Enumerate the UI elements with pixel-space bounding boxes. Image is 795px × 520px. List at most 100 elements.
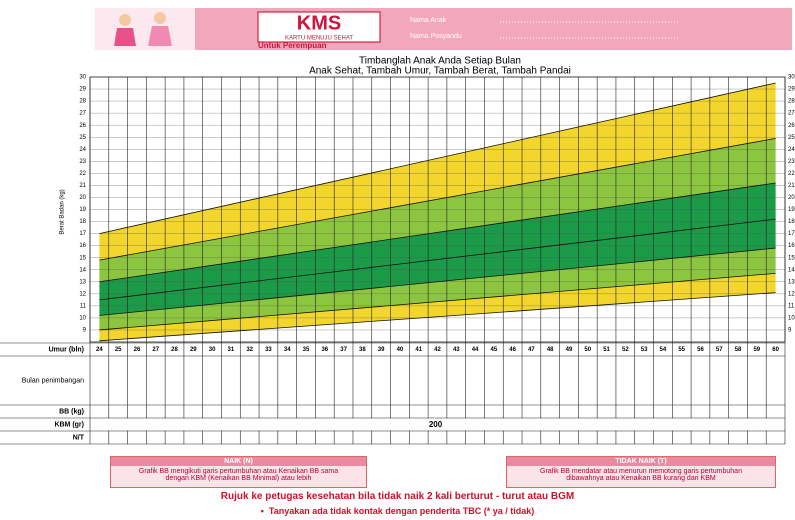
x-tick-label: 37 <box>340 347 347 353</box>
x-tick-label: 41 <box>415 347 422 353</box>
y-tick-label: 24 <box>788 147 795 153</box>
x-tick-label: 60 <box>772 347 779 353</box>
header-band <box>95 8 792 50</box>
legend-text: Grafik BB mendatar atau menurun memotong… <box>507 466 775 484</box>
y-tick-label: 17 <box>79 231 86 237</box>
y-tick-label: 20 <box>79 195 86 201</box>
y-tick-label: 9 <box>788 328 792 334</box>
y-tick-label: 18 <box>79 219 86 225</box>
y-tick-label: 15 <box>79 255 86 261</box>
chart-subtitle: Anak Sehat, Tambah Umur, Tambah Berat, T… <box>309 66 571 77</box>
x-tick-label: 42 <box>434 347 441 353</box>
y-tick-label: 12 <box>79 291 86 297</box>
row-label: BB (kg) <box>59 408 84 415</box>
y-tick-label: 28 <box>788 99 795 105</box>
y-tick-label: 16 <box>79 243 86 249</box>
y-tick-label: 23 <box>79 159 86 165</box>
x-tick-label: 26 <box>134 347 141 353</box>
x-tick-label: 33 <box>265 347 272 353</box>
y-tick-label: 16 <box>788 243 795 249</box>
y-tick-label: 10 <box>79 315 86 321</box>
y-tick-label: 30 <box>79 75 86 81</box>
row-label: Umur (bln) <box>49 346 84 353</box>
y-tick-label: 22 <box>79 171 86 177</box>
legend-box: NAIK (N) Grafik BB mengikuti garis pertu… <box>110 456 367 488</box>
y-tick-label: 18 <box>788 219 795 225</box>
y-tick-label: 19 <box>79 207 86 213</box>
y-tick-label: 27 <box>79 111 86 117</box>
y-tick-label: 27 <box>788 111 795 117</box>
y-tick-label: 19 <box>788 207 795 213</box>
x-tick-label: 34 <box>284 347 291 353</box>
bullet-text: Tanyakan ada tidak kontak dengan penderi… <box>269 506 534 516</box>
y-tick-label: 21 <box>788 183 795 189</box>
x-tick-label: 24 <box>96 347 103 353</box>
x-tick-label: 39 <box>378 347 385 353</box>
y-tick-label: 14 <box>79 267 86 273</box>
x-tick-label: 52 <box>622 347 629 353</box>
x-tick-label: 47 <box>528 347 535 353</box>
y-tick-label: 30 <box>788 75 795 81</box>
y-tick-label: 20 <box>788 195 795 201</box>
y-tick-label: 24 <box>79 147 86 153</box>
y-tick-label: 29 <box>788 87 795 93</box>
x-tick-label: 36 <box>321 347 328 353</box>
y-tick-label: 22 <box>788 171 795 177</box>
x-tick-label: 50 <box>584 347 591 353</box>
x-tick-label: 59 <box>753 347 760 353</box>
x-tick-label: 58 <box>735 347 742 353</box>
y-tick-label: 9 <box>83 328 87 334</box>
y-tick-label: 29 <box>79 87 86 93</box>
x-tick-label: 45 <box>491 347 498 353</box>
y-tick-label: 15 <box>788 255 795 261</box>
gender-label: Untuk Perempuan <box>258 41 327 50</box>
x-tick-label: 49 <box>566 347 573 353</box>
bullet-row: • Tanyakan ada tidak kontak dengan pende… <box>0 506 795 516</box>
page: KMS KARTU MENUJU SEHAT Untuk Perempuan N… <box>0 0 795 520</box>
kbm-value: 200 <box>429 420 443 429</box>
x-tick-label: 54 <box>660 347 667 353</box>
x-tick-label: 48 <box>547 347 554 353</box>
row-label: Bulan penimbangan <box>22 377 84 384</box>
x-tick-label: 44 <box>472 347 479 353</box>
y-tick-label: 14 <box>788 267 795 273</box>
y-tick-label: 26 <box>79 123 86 129</box>
x-tick-label: 25 <box>115 347 122 353</box>
x-tick-label: 27 <box>152 347 159 353</box>
x-tick-label: 51 <box>603 347 610 353</box>
child-head <box>119 14 131 26</box>
y-tick-label: 13 <box>79 279 86 285</box>
child-body <box>114 28 136 46</box>
x-tick-label: 29 <box>190 347 197 353</box>
legend-text: Grafik BB mengikuti garis pertumbuhan at… <box>111 466 366 484</box>
x-tick-label: 56 <box>697 347 704 353</box>
y-tick-label: 13 <box>788 279 795 285</box>
y-tick-label: 25 <box>788 135 795 141</box>
warning: Rujuk ke petugas kesehatan bila tidak na… <box>0 491 795 502</box>
x-tick-label: 46 <box>509 347 516 353</box>
y-tick-label: 11 <box>788 303 795 309</box>
x-tick-label: 32 <box>246 347 253 353</box>
row-label: N/T <box>73 434 85 441</box>
x-tick-label: 40 <box>397 347 404 353</box>
legend-title: NAIK (N) <box>111 457 366 466</box>
x-tick-label: 53 <box>641 347 648 353</box>
y-tick-label: 12 <box>788 291 795 297</box>
x-tick-label: 55 <box>678 347 685 353</box>
bullet-symbol: • <box>261 506 269 516</box>
y-tick-label: 25 <box>79 135 86 141</box>
row-label: KBM (gr) <box>54 421 84 428</box>
y-tick-label: 23 <box>788 159 795 165</box>
legend-box: TIDAK NAIK (T) Grafik BB mendatar atau m… <box>506 456 776 488</box>
logo: KMS <box>297 12 341 34</box>
y-tick-label: 17 <box>788 231 795 237</box>
name-label: Nama Anak <box>410 17 447 24</box>
posyandu-label: Nama Posyandu <box>410 33 462 40</box>
child-head <box>154 12 166 24</box>
illustration <box>95 8 195 50</box>
x-tick-label: 57 <box>716 347 723 353</box>
y-tick-label: 26 <box>788 123 795 129</box>
child-body <box>148 26 172 46</box>
x-tick-label: 30 <box>209 347 216 353</box>
x-tick-label: 35 <box>303 347 310 353</box>
